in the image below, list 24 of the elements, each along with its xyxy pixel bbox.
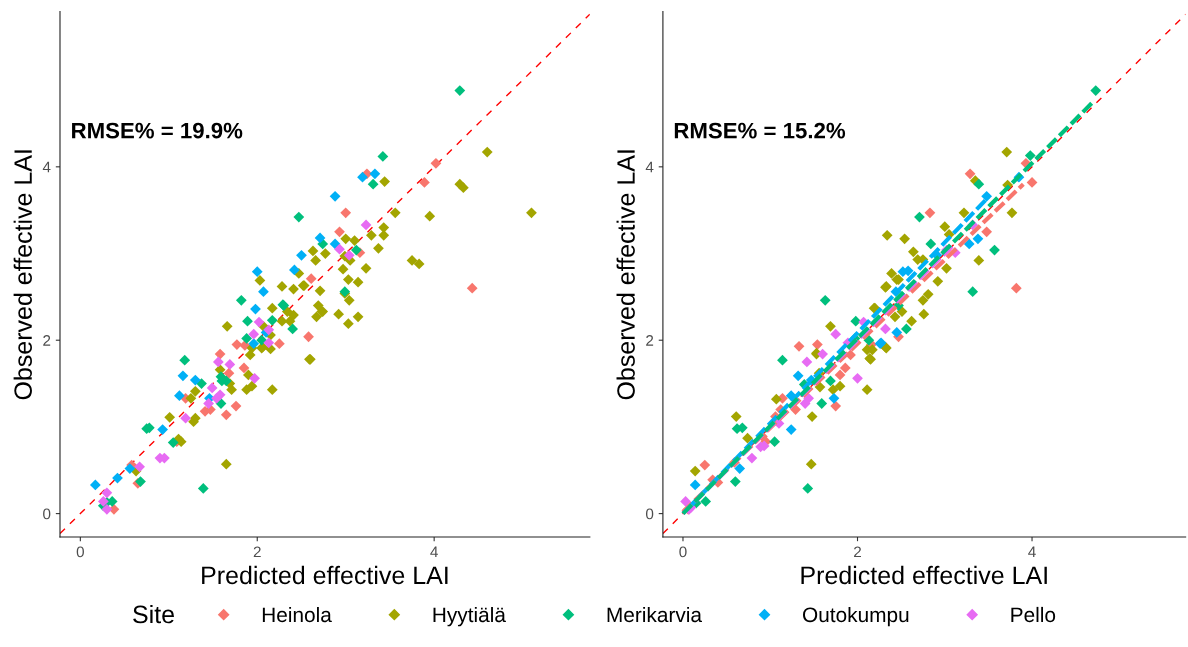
x-axis-title: Predicted effective LAI <box>202 565 448 585</box>
legend-title: Site <box>133 604 174 624</box>
y-tick-label: 0 <box>645 508 654 520</box>
y-tick-label: 0 <box>43 508 51 520</box>
legend-label: Hyytiälä <box>433 606 506 627</box>
x-tick-label: 4 <box>1028 546 1036 558</box>
annotation: RMSE% = 15.2% <box>674 122 846 139</box>
y-tick-label: 4 <box>42 161 51 173</box>
x-axis-title: Predicted effective LAI <box>801 565 1047 585</box>
annotation: RMSE% = 19.9% <box>72 122 243 139</box>
x-tick-label: 2 <box>253 546 261 558</box>
y-tick-label: 2 <box>43 335 51 346</box>
legend-label: Heinola <box>262 606 332 623</box>
y-axis-title: Observed effective LAI <box>13 150 32 400</box>
x-tick-label: 0 <box>679 546 687 558</box>
y-axis-title: Observed effective LAI <box>616 150 635 400</box>
legend-label: Merikarvia <box>607 606 702 623</box>
y-tick-label: 2 <box>646 335 654 346</box>
x-tick-label: 2 <box>854 546 861 558</box>
x-tick-label: 0 <box>76 546 84 558</box>
y-tick-label: 4 <box>645 161 654 173</box>
legend-label: Pello <box>1011 606 1056 623</box>
legend-label: Outokumpu <box>802 606 909 627</box>
x-tick-label: 4 <box>430 546 438 558</box>
